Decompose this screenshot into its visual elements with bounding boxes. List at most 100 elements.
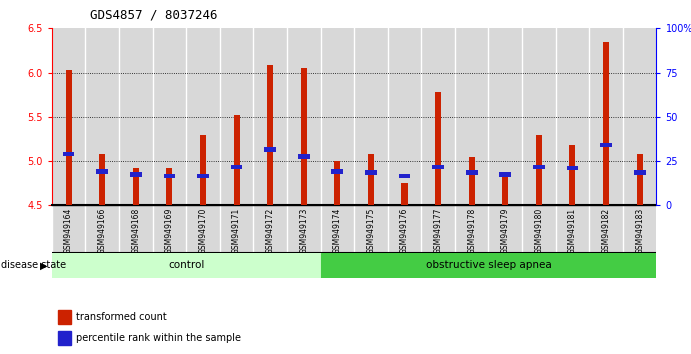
Text: percentile rank within the sample: percentile rank within the sample — [76, 333, 241, 343]
Bar — [58, 310, 71, 324]
Bar — [365, 170, 377, 175]
Bar — [354, 205, 388, 253]
Bar — [321, 205, 354, 253]
Text: control: control — [168, 261, 205, 270]
Bar — [186, 205, 220, 253]
Bar — [433, 165, 444, 170]
Bar — [321, 28, 354, 205]
Text: ▶: ▶ — [39, 261, 47, 270]
Text: disease state: disease state — [1, 261, 66, 270]
Text: GSM949166: GSM949166 — [97, 208, 106, 254]
Bar — [354, 28, 388, 205]
Bar — [536, 135, 542, 205]
Bar — [502, 172, 509, 205]
Text: GSM949174: GSM949174 — [333, 208, 342, 254]
Bar — [164, 174, 176, 178]
Bar — [388, 205, 422, 253]
Bar — [231, 165, 243, 170]
Text: GSM949172: GSM949172 — [265, 208, 274, 254]
Bar — [100, 154, 105, 205]
Text: GSM949182: GSM949182 — [602, 208, 611, 254]
Bar — [533, 165, 545, 170]
Bar — [186, 28, 220, 205]
Bar — [119, 205, 153, 253]
Bar — [468, 157, 475, 205]
Bar — [200, 135, 206, 205]
Text: GSM949178: GSM949178 — [467, 208, 476, 254]
Text: GSM949181: GSM949181 — [568, 208, 577, 254]
Bar — [634, 170, 645, 175]
Bar — [422, 205, 455, 253]
Bar — [567, 166, 578, 170]
Bar — [388, 28, 422, 205]
Bar — [66, 70, 72, 205]
Bar — [623, 205, 656, 253]
Bar — [267, 65, 273, 205]
Bar — [466, 170, 477, 175]
Text: GSM949169: GSM949169 — [165, 208, 174, 254]
Bar — [298, 154, 310, 159]
Text: GSM949164: GSM949164 — [64, 208, 73, 254]
Text: GSM949179: GSM949179 — [501, 208, 510, 254]
Text: GSM949168: GSM949168 — [131, 208, 140, 254]
Bar — [301, 68, 307, 205]
Bar — [58, 331, 71, 345]
Bar — [52, 253, 321, 278]
Bar — [589, 205, 623, 253]
Bar — [86, 28, 119, 205]
Bar — [556, 205, 589, 253]
Text: GSM949171: GSM949171 — [232, 208, 241, 254]
Bar — [220, 205, 254, 253]
Bar — [603, 42, 609, 205]
Bar — [636, 154, 643, 205]
Text: GSM949180: GSM949180 — [534, 208, 543, 254]
Bar — [399, 174, 410, 178]
Bar — [422, 28, 455, 205]
Bar — [569, 145, 576, 205]
Bar — [500, 172, 511, 177]
Bar — [401, 183, 408, 205]
Text: GSM949183: GSM949183 — [635, 208, 644, 254]
Bar — [334, 161, 341, 205]
Bar — [455, 28, 489, 205]
Bar — [86, 205, 119, 253]
Bar — [287, 205, 321, 253]
Bar — [52, 28, 86, 205]
Bar — [264, 147, 276, 152]
Bar — [435, 92, 441, 205]
Bar — [600, 143, 612, 147]
Bar — [455, 205, 489, 253]
Bar — [332, 170, 343, 174]
Bar — [321, 253, 656, 278]
Bar — [489, 28, 522, 205]
Bar — [368, 154, 374, 205]
Bar — [254, 28, 287, 205]
Text: GSM949177: GSM949177 — [434, 208, 443, 254]
Bar — [589, 28, 623, 205]
Bar — [220, 28, 254, 205]
Bar — [197, 174, 209, 178]
Bar — [234, 115, 240, 205]
Text: GSM949170: GSM949170 — [198, 208, 207, 254]
Bar — [489, 205, 522, 253]
Bar — [153, 205, 186, 253]
Text: GSM949173: GSM949173 — [299, 208, 308, 254]
Text: obstructive sleep apnea: obstructive sleep apnea — [426, 261, 551, 270]
Bar — [167, 168, 173, 205]
Text: GDS4857 / 8037246: GDS4857 / 8037246 — [90, 9, 218, 22]
Bar — [119, 28, 153, 205]
Bar — [556, 28, 589, 205]
Bar — [130, 172, 142, 177]
Bar — [287, 28, 321, 205]
Text: transformed count: transformed count — [76, 312, 167, 322]
Bar — [522, 28, 556, 205]
Bar — [133, 168, 139, 205]
Bar — [254, 205, 287, 253]
Bar — [522, 205, 556, 253]
Bar — [96, 170, 108, 174]
Bar — [63, 152, 75, 156]
Bar — [153, 28, 186, 205]
Text: GSM949175: GSM949175 — [366, 208, 375, 254]
Text: GSM949176: GSM949176 — [400, 208, 409, 254]
Bar — [52, 205, 86, 253]
